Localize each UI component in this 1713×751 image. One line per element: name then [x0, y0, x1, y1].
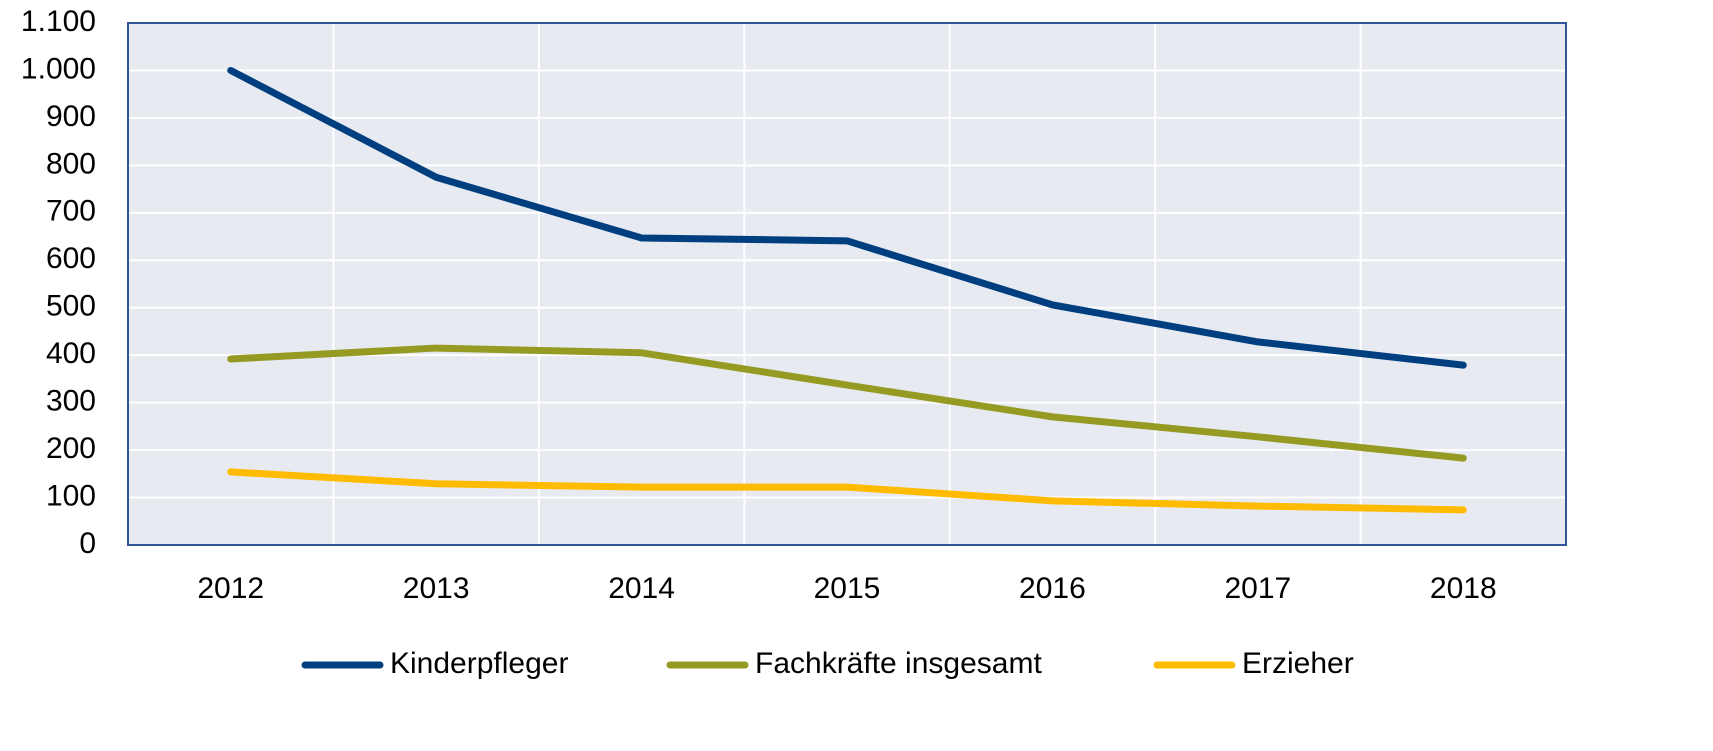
- y-tick-label: 200: [46, 432, 96, 465]
- y-tick-label: 300: [46, 385, 96, 418]
- x-tick-label: 2014: [608, 572, 675, 605]
- y-tick-label: 100: [46, 479, 96, 512]
- x-tick-label: 2015: [814, 572, 881, 605]
- y-tick-label: 700: [46, 195, 96, 228]
- legend-label: Kinderpfleger: [390, 647, 568, 680]
- y-tick-label: 1.000: [21, 52, 96, 85]
- series-line: [227, 468, 1467, 514]
- y-tick-label: 1.100: [21, 5, 96, 38]
- y-tick-label: 900: [46, 100, 96, 133]
- y-tick-label: 800: [46, 147, 96, 180]
- x-tick-label: 2017: [1224, 572, 1291, 605]
- plot-area: [128, 23, 1566, 545]
- y-tick-label: 400: [46, 337, 96, 370]
- series-line: [227, 66, 1467, 369]
- x-tick-label: 2012: [197, 572, 264, 605]
- x-tick-label: 2013: [403, 572, 470, 605]
- plot-border: [127, 22, 1567, 546]
- y-tick-label: 600: [46, 242, 96, 275]
- x-tick-label: 2018: [1430, 572, 1497, 605]
- x-tick-label: 2016: [1019, 572, 1086, 605]
- legend-label: Erzieher: [1242, 647, 1354, 680]
- legend-label: Fachkräfte insgesamt: [755, 647, 1042, 680]
- series-line: [227, 344, 1467, 462]
- y-tick-label: 500: [46, 290, 96, 323]
- y-tick-label: 0: [79, 527, 96, 560]
